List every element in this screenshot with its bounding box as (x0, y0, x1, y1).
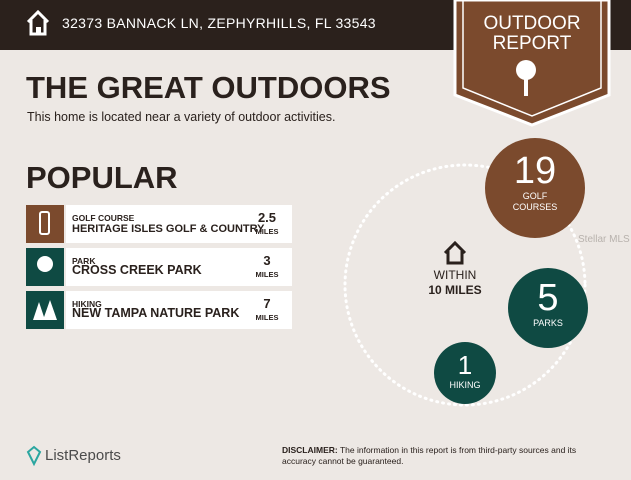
home-icon (443, 240, 467, 265)
address: 32373 BANNACK LN, ZEPHYRHILLS, FL 33543 (62, 15, 376, 31)
park-icon (37, 256, 53, 272)
count-circle (434, 342, 496, 404)
item-unit: MILES (255, 313, 279, 322)
count: 1 HIKING (434, 350, 496, 391)
badge-border (462, 0, 602, 117)
count-circle (485, 138, 585, 238)
home-icon-door (36, 27, 41, 34)
item-name: HERITAGE ISLES GOLF & COUNTRY (72, 223, 265, 235)
tree-icon (516, 60, 536, 80)
hiking-icon (33, 300, 57, 320)
item-box: HIKING NEW TAMPA NATURE PARK 7 MILES (66, 291, 292, 329)
section-subtitle: This home is located near a variety of o… (27, 110, 336, 124)
item-distance: 3 (263, 253, 271, 268)
count-value: 19 (513, 149, 557, 192)
radius-ring (343, 163, 587, 407)
watermark: Stellar MLS (578, 234, 630, 245)
item-distance: 2.5 (257, 210, 277, 225)
item-unit: MILES (255, 227, 279, 236)
popular-item: PARK CROSS CREEK PARK 3 MILES (26, 248, 292, 286)
disclaimer-label: DISCLAIMER: (282, 445, 338, 455)
item-name: CROSS CREEK PARK (72, 263, 202, 277)
item-name: NEW TAMPA NATURE PARK (72, 306, 240, 320)
popular-item: GOLF COURSE HERITAGE ISLES GOLF & COUNTRY… (26, 205, 292, 243)
within-distance: 10 MILES (428, 283, 482, 297)
brand-logo (26, 445, 42, 467)
count: 19 GOLF COURSES (485, 151, 585, 213)
count-label: PARKS (533, 318, 563, 328)
brand: ListReports (45, 447, 121, 464)
item-category: HIKING (72, 299, 102, 309)
badge-text: OUTDOOR REPORT (455, 14, 609, 54)
count: 5 PARKS (508, 278, 588, 329)
count-label: GOLF COURSES (512, 190, 558, 212)
popular-item: HIKING NEW TAMPA NATURE PARK 7 MILES (26, 291, 292, 329)
disclaimer: DISCLAIMER: The information in this repo… (282, 445, 612, 467)
count-value: 5 (537, 277, 559, 319)
badge-line: OUTDOOR (483, 13, 581, 34)
item-unit: MILES (255, 270, 279, 279)
hiking-icon-bg (26, 291, 64, 329)
item-category: PARK (72, 256, 96, 266)
count-label: HIKING (449, 379, 481, 390)
badge-line: REPORT (492, 33, 572, 54)
item-category: GOLF COURSE (72, 213, 135, 223)
radius-label: WITHIN 10 MILES (395, 268, 515, 298)
item-box: PARK CROSS CREEK PARK 3 MILES (66, 248, 292, 286)
within-label: WITHIN (433, 268, 477, 282)
section-title: THE GREAT OUTDOORS (26, 70, 391, 105)
popular-title: POPULAR (26, 160, 178, 195)
tree-trunk (524, 78, 528, 96)
count-circle (508, 268, 588, 348)
item-distance: 7 (263, 296, 271, 311)
item-box: GOLF COURSE HERITAGE ISLES GOLF & COUNTRY… (66, 205, 292, 243)
count-value: 1 (457, 349, 473, 380)
disclaimer-text: The information in this report is from t… (282, 445, 577, 466)
golf-icon (39, 211, 50, 235)
